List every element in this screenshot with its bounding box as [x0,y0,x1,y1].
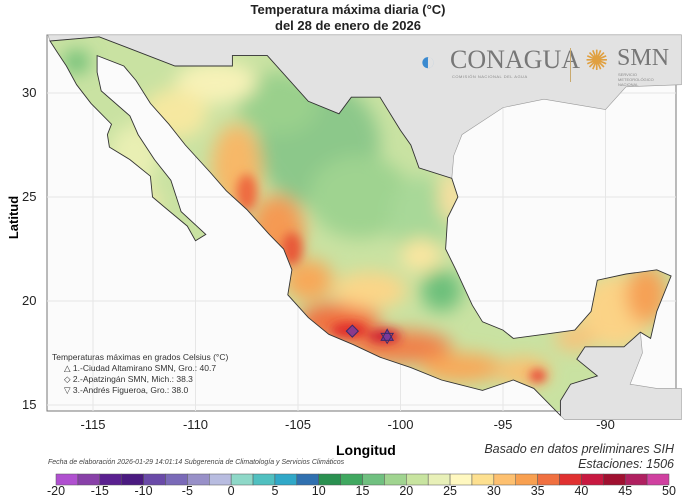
title-line-1: Temperatura máxima diaria (°C) [250,2,446,17]
y-axis-label: Latitud [6,195,22,240]
hot-region [236,174,257,212]
station-marker-andres-figueroa [380,332,395,345]
temperature-region [421,269,462,312]
legend-item: ▽ 3.-Andrés Figueroa, Gro.: 38.0 [52,385,228,396]
colorbar-label: 25 [443,484,458,498]
map-title: Temperatura máxima diaria (°C) del 28 de… [0,2,696,34]
triangle-down-icon: ▽ [64,385,73,395]
smn-logo: SMN [617,45,670,71]
colorbar-label: -10 [134,484,153,498]
temperature-region [283,259,333,302]
legend-item: ◇ 2.-Apatzingán SMN, Mich.: 38.3 [52,374,228,385]
x-tick-label: -115 [80,417,106,432]
conagua-logo-icon: ◐ [420,46,436,76]
mexico-outline [49,36,672,417]
temperature-region [390,176,452,260]
logos: ◐ CONAGUA COMISIÓN NACIONAL DEL AGUA ✺ S… [420,40,670,90]
x-tick-label: -105 [284,417,312,432]
title-line-2: del 28 de enero de 2026 [275,18,421,33]
conagua-logo: CONAGUA [450,45,580,74]
colorbar-label: 0 [227,484,235,498]
legend-item: △ 1.-Ciudad Altamirano SMN, Gro.: 40.7 [52,363,228,374]
colorbar-bin [646,473,670,486]
temperature-region [626,265,667,324]
temperature-region [332,271,407,310]
hot-region [529,369,547,383]
x-axis-label: Longitud [336,442,396,458]
y-tick-label: 15 [22,397,37,412]
temperature-region [400,238,442,272]
colorbar-label: 15 [355,484,370,498]
colorbar-label: -5 [181,484,193,498]
colorbar-label: 20 [399,484,414,498]
colorbar-label: 10 [311,484,326,498]
colorbar-label: -20 [46,484,66,498]
colorbar-label: 5 [271,484,279,498]
smn-logo-icon: ✺ [585,45,609,76]
x-tick-label: -90 [596,417,615,432]
conagua-subtitle: COMISIÓN NACIONAL DEL AGUA [452,74,528,79]
legend-item-text: 2.-Apatzingán SMN, Mich.: 38.3 [72,374,193,384]
legend-title: Temperaturas máximas en grados Celsius (… [52,352,229,362]
temperature-region [175,61,257,104]
station-count: Estaciones: 1506 [578,457,674,471]
station-legend: Temperaturas máximas en grados Celsius (… [52,352,228,396]
smn-subtitle: SERVICIO METEOROLÓGICO NACIONAL [618,72,654,87]
logo-divider [570,48,571,82]
y-tick-label: 30 [22,85,37,100]
temperature-region [308,155,411,239]
station-marker-apatzingan [345,324,360,338]
data-source-note: Basado en datos preliminares SIH [484,442,674,456]
colorbar-label: 30 [486,484,501,498]
colorbar-label: 35 [530,484,545,498]
colorbar-label: 40 [574,484,589,498]
footer-date: Fecha de elaboración 2026-01-29 14:01:14… [48,459,345,466]
colorbar-label: 45 [618,484,633,498]
y-tick-label: 20 [22,293,37,308]
x-tick-label: -110 [182,417,209,432]
temperature-region [64,51,89,73]
colorbar-label: -15 [90,484,109,498]
colorbar-label: 50 [662,484,676,498]
legend-item-text: 3.-Andrés Figueroa, Gro.: 38.0 [72,385,189,395]
colorbar [55,473,670,486]
triangle-up-icon: △ [64,363,73,373]
diamond-icon: ◇ [64,374,73,384]
y-tick-label: 25 [22,189,37,204]
x-tick-label: -100 [387,417,414,432]
temperature-region [421,353,503,383]
legend-item-text: 1.-Ciudad Altamirano SMN, Gro.: 40.7 [72,363,217,373]
x-tick-label: -95 [493,417,513,432]
temperature-region [554,325,596,351]
